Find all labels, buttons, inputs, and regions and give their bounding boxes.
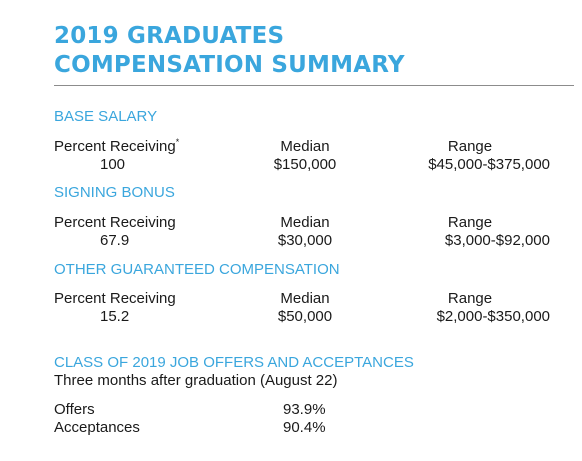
section-heading-base-salary: BASE SALARY <box>54 108 158 125</box>
median-value: $50,000 <box>277 308 333 325</box>
range-label: Range <box>447 214 493 231</box>
range-value: $2,000-$350,000 <box>436 308 550 325</box>
percent-receiving-label-text: Percent Receiving <box>54 138 176 155</box>
section-heading-job-offers: CLASS OF 2019 JOB OFFERS AND ACCEPTANCES <box>54 354 414 371</box>
percent-value: 67.9 <box>100 232 130 249</box>
median-value: $30,000 <box>277 232 333 249</box>
offers-value: 93.9% <box>283 401 326 418</box>
range-value: $3,000-$92,000 <box>444 232 550 249</box>
title-divider <box>54 85 574 86</box>
section-heading-other-guaranteed-compensation: OTHER GUARANTEED COMPENSATION <box>54 261 340 278</box>
acceptances-value: 90.4% <box>283 419 326 436</box>
median-label: Median <box>280 290 330 307</box>
offers-label: Offers <box>54 401 95 418</box>
range-value: $45,000-$375,000 <box>428 156 550 173</box>
median-label: Median <box>280 214 330 231</box>
footnote-marker: * <box>175 137 180 147</box>
acceptances-label: Acceptances <box>54 419 140 436</box>
percent-receiving-label: Percent Receiving <box>54 290 176 307</box>
percent-value: 100 <box>100 156 126 173</box>
percent-receiving-label: Percent Receiving* <box>54 138 179 156</box>
section-heading-signing-bonus: SIGNING BONUS <box>54 184 175 201</box>
title-line-2: COMPENSATION SUMMARY <box>54 52 405 78</box>
median-label: Median <box>280 138 330 155</box>
page-title: 2019 GRADUATES COMPENSATION SUMMARY <box>54 22 405 80</box>
median-value: $150,000 <box>273 156 337 173</box>
range-label: Range <box>447 138 493 155</box>
range-label: Range <box>447 290 493 307</box>
title-line-1: 2019 GRADUATES <box>54 23 285 49</box>
percent-receiving-label: Percent Receiving <box>54 214 176 231</box>
percent-value: 15.2 <box>100 308 130 325</box>
offers-subheading: Three months after graduation (August 22… <box>54 372 338 389</box>
